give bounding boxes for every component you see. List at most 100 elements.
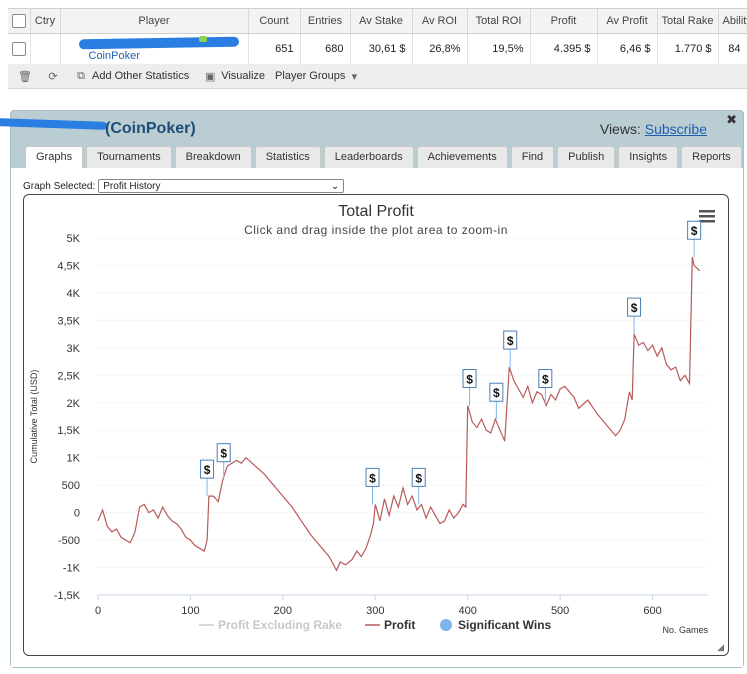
redacted-player-name (78, 36, 239, 50)
dollar-icon: $ (631, 301, 638, 315)
dollar-icon: $ (542, 373, 549, 387)
player-site-link[interactable]: CoinPoker (88, 50, 140, 62)
significant-win-flag (627, 297, 642, 317)
dollar-icon: $ (415, 471, 422, 485)
visualize-button[interactable]: ▣ Visualize (203, 70, 265, 83)
y-tick-label: 1K (67, 453, 81, 465)
tab-breakdown[interactable]: Breakdown (174, 146, 252, 168)
subscribe-link[interactable]: Subscribe (644, 121, 707, 137)
header-entries[interactable]: Entries (300, 8, 351, 34)
header-av-roi[interactable]: Av ROI (412, 8, 468, 34)
y-axis-label: Cumulative Total (USD) (29, 370, 39, 464)
dollar-icon: $ (369, 471, 376, 485)
y-tick-label: 500 (62, 480, 80, 492)
visualize-label: Visualize (221, 70, 266, 82)
profit-chart[interactable]: Total Profit Click and drag inside the pl… (24, 195, 728, 655)
y-tick-label: -1,5K (54, 590, 81, 602)
player-groups-dropdown[interactable]: Player Groups ▾ (275, 70, 365, 83)
caret-down-icon: ▾ (351, 70, 358, 83)
player-cell[interactable]: CoinPoker (60, 33, 249, 65)
y-tick-label: 4K (67, 288, 81, 300)
dollar-icon: $ (507, 334, 514, 348)
tab-publish[interactable]: Publish (557, 146, 616, 168)
header-total-rake[interactable]: Total Rake (657, 8, 719, 34)
header-total-roi[interactable]: Total ROI (467, 8, 531, 34)
delete-button[interactable]: 🗑 (18, 70, 36, 83)
profit-series-line (97, 257, 701, 572)
tab-insights[interactable]: Insights (618, 146, 679, 168)
views-label: Views: (599, 121, 641, 137)
header-ability[interactable]: Ability (718, 8, 747, 34)
graph-select[interactable]: Profit History ⌄ (98, 179, 345, 193)
dollar-icon: $ (204, 463, 211, 477)
dollar-icon: $ (220, 447, 227, 461)
player-groups-label: Player Groups (275, 70, 346, 82)
significant-win-flag (365, 467, 380, 487)
header-ctry[interactable]: Ctry (30, 8, 61, 34)
total-rake-cell: 1.770 $ (657, 33, 719, 65)
x-tick-label: 200 (274, 605, 292, 617)
dollar-icon: $ (691, 224, 698, 238)
y-tick-label: 5K (67, 233, 81, 245)
y-tick-label: -500 (58, 535, 80, 547)
profit-cell: 4.395 $ (530, 33, 598, 65)
tab-reports[interactable]: Reports (681, 146, 742, 168)
x-tick-label: 400 (459, 605, 477, 617)
flag-icon (198, 36, 207, 42)
significant-win-flag (411, 467, 426, 487)
header-player[interactable]: Player (60, 8, 249, 34)
y-tick-label: 3K (67, 343, 81, 355)
entries-cell: 680 (300, 33, 351, 65)
graph-select-value: Profit History (103, 180, 161, 192)
statistics-table: Ctry Player Count Entries Av Stake Av RO… (8, 8, 747, 65)
x-axis-label: No. Games (662, 625, 708, 635)
header-av-profit[interactable]: Av Profit (597, 8, 658, 34)
player-panel: ✖ (CoinPoker) Views: Subscribe Graphs To… (0, 110, 744, 668)
legend-symbol-significant-wins (440, 619, 452, 631)
tab-statistics[interactable]: Statistics (254, 146, 321, 168)
resize-grip-icon[interactable]: ◢ (717, 642, 724, 652)
y-tick-label: 1,5K (57, 425, 80, 437)
y-tick-label: 2K (67, 398, 81, 410)
table-row[interactable]: CoinPoker 651 680 30,61 $ 26,8% 19,5% 4.… (8, 33, 747, 65)
refresh-button[interactable]: ⟳ (46, 70, 64, 83)
add-other-statistics-button[interactable]: ⧉ Add Other Statistics (74, 70, 189, 83)
tab-tournaments[interactable]: Tournaments (86, 146, 172, 168)
x-tick-label: 100 (181, 605, 199, 617)
table-toolbar: 🗑 ⟳ ⧉ Add Other Statistics ▣ Visualize P… (8, 64, 747, 89)
y-tick-label: 4,5K (57, 260, 80, 272)
row-checkbox[interactable] (11, 42, 26, 56)
close-icon[interactable]: ✖ (726, 112, 737, 127)
image-icon: ▣ (205, 70, 216, 83)
significant-win-flag (200, 459, 215, 479)
legend-label-excluding-rake: Profit Excluding Rake (218, 618, 342, 632)
graph-selected-label: Graph Selected: (23, 180, 96, 192)
dollar-icon: $ (493, 386, 500, 400)
chart-menu-icon-bar (699, 220, 715, 223)
country-cell (30, 33, 61, 65)
select-all-header[interactable] (8, 8, 31, 34)
x-tick-label: 300 (366, 605, 384, 617)
header-av-stake[interactable]: Av Stake (350, 8, 413, 34)
x-tick-label: 600 (643, 605, 661, 617)
significant-win-flag (216, 443, 231, 463)
y-tick-label: 3,5K (57, 315, 80, 327)
select-all-checkbox[interactable] (12, 14, 26, 28)
chart-container[interactable]: Total Profit Click and drag inside the pl… (23, 194, 729, 656)
significant-win-flag (538, 369, 553, 389)
legend-label-profit: Profit (384, 618, 415, 632)
trash-icon: 🗑 (18, 70, 32, 83)
tab-find[interactable]: Find (510, 146, 555, 168)
significant-win-flag (489, 382, 504, 402)
header-count[interactable]: Count (248, 8, 301, 34)
av-roi-cell: 26,8% (412, 33, 468, 65)
tab-leaderboards[interactable]: Leaderboards (323, 146, 414, 168)
chart-menu-icon-bar (699, 210, 715, 213)
tab-graphs[interactable]: Graphs (25, 146, 84, 169)
row-select-cell[interactable] (8, 33, 31, 65)
dollar-icon: $ (466, 373, 473, 387)
tab-achievements[interactable]: Achievements (416, 146, 508, 168)
views-area: Views: Subscribe (600, 121, 707, 137)
header-profit[interactable]: Profit (530, 8, 598, 34)
refresh-icon: ⟳ (48, 70, 58, 83)
